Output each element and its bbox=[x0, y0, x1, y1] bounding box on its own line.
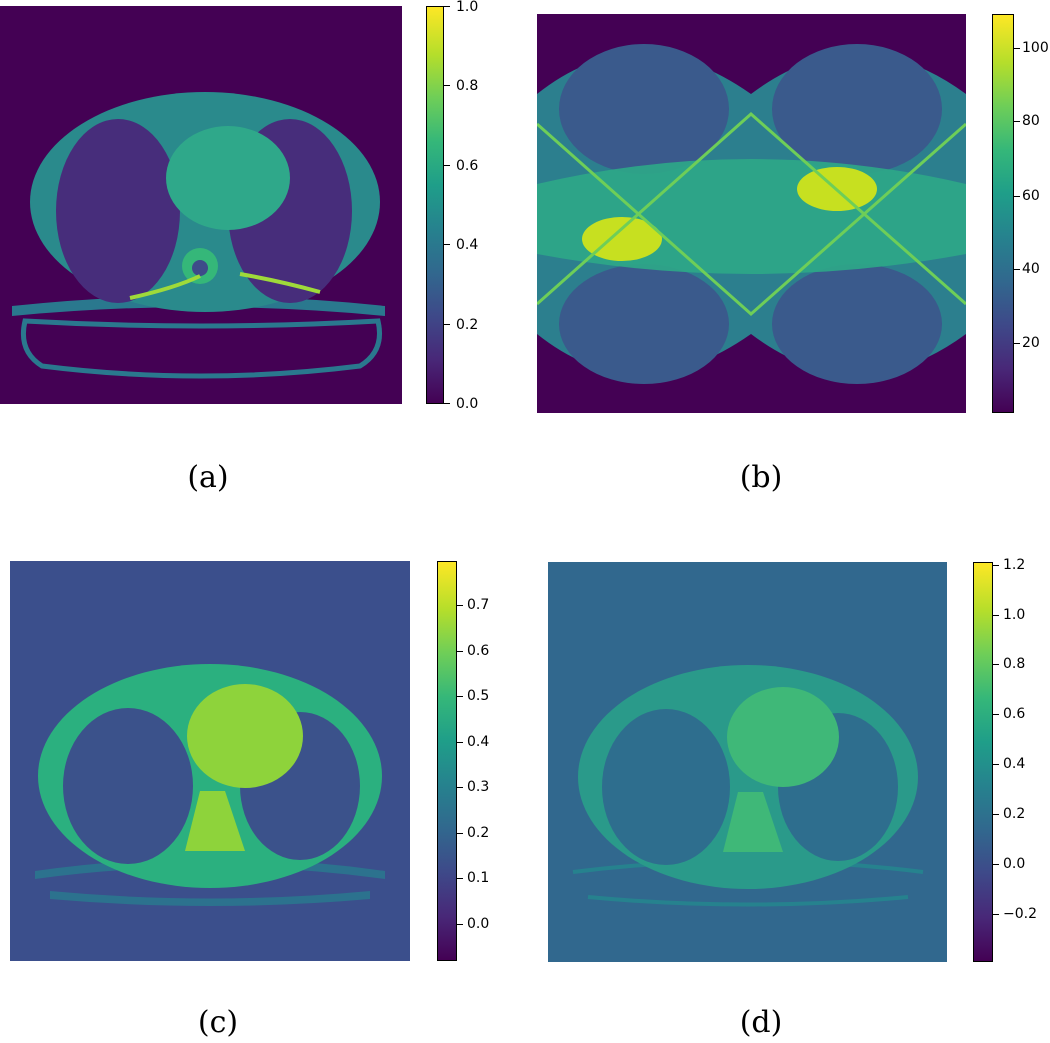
tick-label: 0.6 bbox=[1003, 706, 1026, 722]
tick-mark bbox=[1014, 48, 1020, 49]
tick-mark bbox=[457, 742, 463, 743]
tick-label: 1.0 bbox=[1003, 607, 1026, 623]
tick-mark bbox=[1014, 196, 1020, 197]
tick-label: 40 bbox=[1022, 261, 1040, 277]
tick-mark bbox=[1014, 269, 1020, 270]
tick-mark bbox=[444, 6, 450, 7]
tick-label: 0.4 bbox=[456, 237, 479, 253]
tick-label: 100 bbox=[1022, 40, 1049, 56]
tick-label: 0.0 bbox=[467, 916, 490, 932]
caption-c: (c) bbox=[197, 1005, 239, 1040]
tick-label: 0.8 bbox=[1003, 656, 1026, 672]
tick-label: 0.2 bbox=[467, 825, 490, 841]
tick-mark bbox=[1014, 121, 1020, 122]
tick-label: 0.6 bbox=[456, 158, 479, 174]
tick-mark bbox=[444, 403, 450, 404]
tick-label: 80 bbox=[1022, 113, 1040, 129]
tick-label: 0.2 bbox=[1003, 806, 1026, 822]
tick-label: 0.8 bbox=[456, 78, 479, 94]
sinogram-image-b bbox=[537, 14, 966, 413]
tick-label: −0.2 bbox=[1003, 906, 1037, 922]
caption-b: (b) bbox=[739, 460, 783, 495]
tick-label: 20 bbox=[1022, 335, 1040, 351]
caption-a: (a) bbox=[187, 460, 229, 495]
colorbar-c bbox=[437, 561, 457, 961]
tick-mark bbox=[457, 787, 463, 788]
tick-label: 0.5 bbox=[467, 688, 490, 704]
tick-mark bbox=[993, 615, 999, 616]
ct-reconstruction-image-d bbox=[548, 562, 947, 962]
tick-label: 0.7 bbox=[467, 597, 490, 613]
tick-label: 0.3 bbox=[467, 779, 490, 795]
tick-mark bbox=[993, 914, 999, 915]
tick-label: 0.1 bbox=[467, 870, 490, 886]
tick-mark bbox=[993, 864, 999, 865]
tick-mark bbox=[444, 165, 450, 166]
tick-mark bbox=[1014, 343, 1020, 344]
tick-mark bbox=[444, 244, 450, 245]
colorbar-d bbox=[973, 562, 993, 962]
tick-label: 0.0 bbox=[1003, 856, 1026, 872]
ct-reconstruction-image-c bbox=[10, 561, 410, 961]
tick-mark bbox=[457, 924, 463, 925]
tick-label: 0.4 bbox=[467, 734, 490, 750]
tick-mark bbox=[993, 764, 999, 765]
tick-mark bbox=[457, 651, 463, 652]
caption-d: (d) bbox=[739, 1005, 783, 1040]
tick-mark bbox=[457, 833, 463, 834]
tick-label: 0.0 bbox=[456, 396, 479, 412]
tick-mark bbox=[457, 878, 463, 879]
tick-mark bbox=[993, 714, 999, 715]
tick-mark bbox=[993, 565, 999, 566]
tick-label: 60 bbox=[1022, 188, 1040, 204]
tick-mark bbox=[457, 696, 463, 697]
tick-mark bbox=[993, 664, 999, 665]
tick-mark bbox=[457, 605, 463, 606]
ct-image-a bbox=[0, 6, 402, 404]
tick-mark bbox=[444, 85, 450, 86]
tick-label: 0.4 bbox=[1003, 756, 1026, 772]
tick-label: 1.0 bbox=[456, 0, 479, 15]
tick-label: 0.6 bbox=[467, 643, 490, 659]
tick-mark bbox=[993, 814, 999, 815]
tick-label: 0.2 bbox=[456, 317, 479, 333]
colorbar-a bbox=[426, 6, 444, 404]
tick-mark bbox=[444, 324, 450, 325]
colorbar-b bbox=[992, 14, 1014, 413]
tick-label: 1.2 bbox=[1003, 557, 1026, 573]
